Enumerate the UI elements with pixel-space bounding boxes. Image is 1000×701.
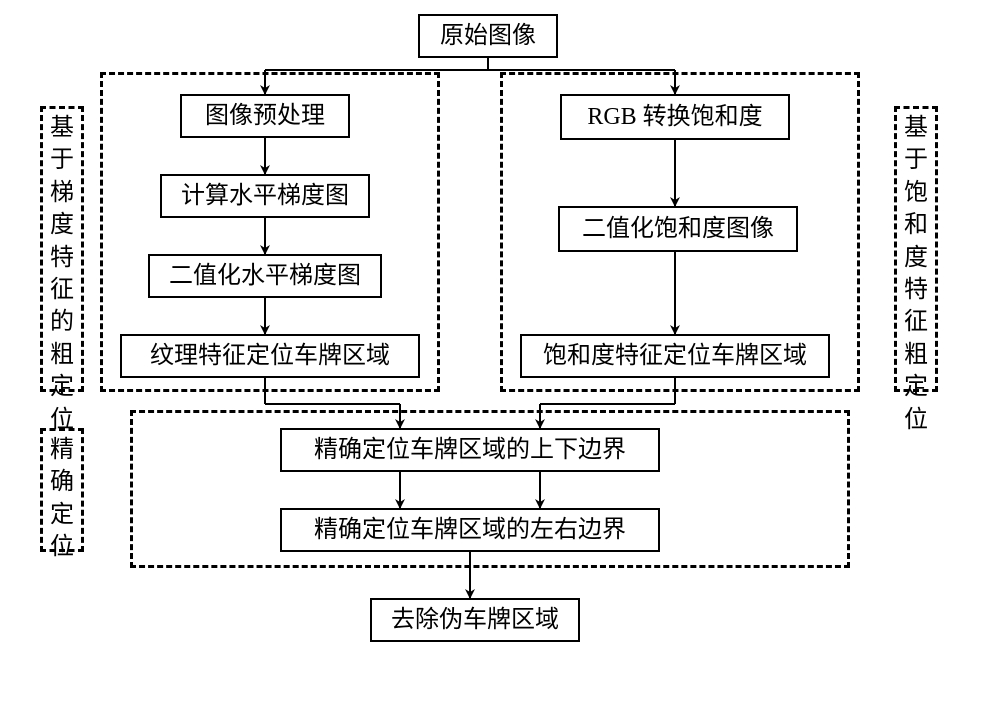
label_left-text: 基于梯度特征的粗定位 bbox=[48, 112, 76, 386]
node-r3: 饱和度特征定位车牌区域 bbox=[520, 334, 830, 378]
node-p2: 精确定位车牌区域的左右边界 bbox=[280, 508, 660, 552]
node-l4: 纹理特征定位车牌区域 bbox=[120, 334, 420, 378]
label_right-text: 基于饱和度特征粗定位 bbox=[902, 112, 930, 386]
node-r2: 二值化饱和度图像 bbox=[558, 206, 798, 252]
node-r1: RGB 转换饱和度 bbox=[560, 94, 790, 140]
label_precise-text: 精确定位 bbox=[48, 434, 76, 546]
node-l3: 二值化水平梯度图 bbox=[148, 254, 382, 298]
node-f: 去除伪车牌区域 bbox=[370, 598, 580, 642]
node-l1: 图像预处理 bbox=[180, 94, 350, 138]
node-p1: 精确定位车牌区域的上下边界 bbox=[280, 428, 660, 472]
node-n0: 原始图像 bbox=[418, 14, 558, 58]
node-l2: 计算水平梯度图 bbox=[160, 174, 370, 218]
